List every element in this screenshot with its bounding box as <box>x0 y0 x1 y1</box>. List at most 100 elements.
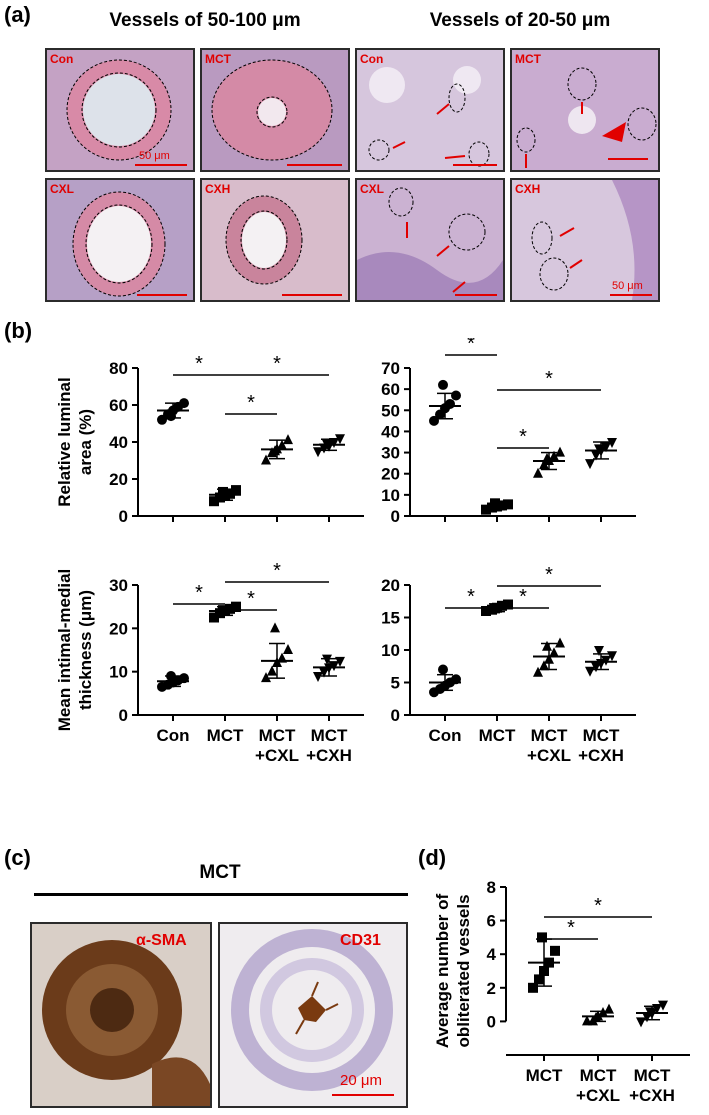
tile-3-scale-bar <box>453 164 497 166</box>
significance-star: * <box>247 392 255 414</box>
histology-tile-5: CXL <box>45 178 195 302</box>
x-tick-label: +CXH <box>306 746 352 765</box>
stain-label-asma: α-SMA <box>136 932 187 949</box>
cd31-scale-bar <box>332 1094 394 1096</box>
data-point <box>549 647 559 658</box>
x-tick-label: MCT <box>207 726 244 745</box>
data-point <box>585 459 595 470</box>
significance-star: * <box>519 586 527 608</box>
y-tick-label: 5 <box>391 674 400 693</box>
x-tick-label: Con <box>156 726 189 745</box>
data-point <box>636 1017 646 1028</box>
panel-c-letter: (c) <box>4 845 31 870</box>
y-axis-label: thickness (μm) <box>76 590 95 710</box>
data-point <box>658 1000 668 1011</box>
histology-tile-8: CXH 50 μm <box>510 178 660 302</box>
y-tick-label: 2 <box>487 979 496 998</box>
y-tick-label: 20 <box>109 470 128 489</box>
data-point <box>231 485 241 496</box>
data-point <box>313 447 323 458</box>
tile-4-art <box>512 50 658 170</box>
y-tick-label: 0 <box>391 706 400 725</box>
panel-b-letter: (b) <box>4 318 33 343</box>
significance-star: * <box>519 426 527 448</box>
significance-star: * <box>594 895 602 917</box>
tile-2-art <box>202 50 348 170</box>
significance-star: * <box>467 338 475 355</box>
tile-6-scale-bar <box>282 294 342 296</box>
data-point <box>607 651 617 662</box>
significance-star: * <box>273 353 281 375</box>
data-point <box>261 454 271 465</box>
data-point <box>533 467 543 478</box>
y-tick-label: 0 <box>391 507 400 526</box>
data-point <box>166 411 176 422</box>
histology-tile-7: CXL <box>355 178 505 302</box>
y-tick-label: 20 <box>381 576 400 595</box>
data-point <box>329 661 339 672</box>
tile-3-label: Con <box>360 52 384 66</box>
y-axis-label: area (%) <box>76 409 95 475</box>
y-tick-label: 80 <box>109 359 128 378</box>
data-point <box>218 486 228 497</box>
histology-tile-1: Con 50 μm <box>45 48 195 172</box>
panel-c-heading: MCT <box>199 862 241 883</box>
tile-6-art <box>202 180 348 300</box>
y-tick-label: 6 <box>487 912 496 931</box>
x-tick-label: MCT <box>531 726 568 745</box>
data-point <box>497 500 507 511</box>
data-point <box>591 662 601 673</box>
tile-3-art <box>357 50 503 170</box>
data-point <box>335 656 345 667</box>
data-point <box>537 932 547 943</box>
y-tick-label: 10 <box>381 486 400 505</box>
x-tick-label: MCT <box>311 726 348 745</box>
data-point <box>445 398 455 409</box>
data-point <box>503 599 513 610</box>
data-point <box>607 438 617 448</box>
panel-d-letter: (d) <box>418 845 447 870</box>
data-point <box>528 982 538 993</box>
y-axis-label: Average number of <box>433 894 452 1049</box>
tile-5-art <box>47 180 193 300</box>
data-point <box>550 945 560 956</box>
data-point <box>209 496 219 507</box>
data-point <box>542 640 552 651</box>
y-tick-label: 30 <box>381 444 400 463</box>
x-tick-label: MCT <box>583 726 620 745</box>
significance-star: * <box>247 588 255 610</box>
significance-star: * <box>195 353 203 375</box>
significance-star: * <box>195 582 203 604</box>
chart-luminal-area-50-100: 0 20 40 60 80 Relative luminal area (%) * * * <box>55 353 364 526</box>
data-point <box>503 499 513 510</box>
y-tick-label: 4 <box>487 945 497 964</box>
data-point <box>270 622 280 633</box>
data-point <box>261 672 271 683</box>
y-tick-label: 70 <box>381 359 400 378</box>
tile-6-label: CXH <box>205 182 231 196</box>
data-point <box>319 667 329 678</box>
tile-1-art <box>47 50 193 170</box>
tile-8-art <box>512 180 658 300</box>
data-point <box>231 601 241 612</box>
significance-star: * <box>467 586 475 608</box>
data-point <box>533 666 543 677</box>
y-tick-label: 0 <box>119 507 128 526</box>
cd31-scale-label: 20 μm <box>340 1072 382 1089</box>
y-tick-label: 15 <box>381 609 400 628</box>
y-tick-label: 40 <box>109 433 128 452</box>
data-point <box>438 379 448 390</box>
y-tick-label: 60 <box>109 396 128 415</box>
data-point <box>322 654 332 665</box>
x-tick-label: MCT <box>634 1066 671 1085</box>
x-tick-label: MCT <box>526 1066 563 1085</box>
y-axis-label: obliterated vessels <box>454 894 473 1047</box>
histology-tile-4: MCT <box>510 48 660 172</box>
histology-tile-3: Con <box>355 48 505 172</box>
data-point <box>481 504 491 515</box>
data-point <box>451 390 461 401</box>
y-tick-label: 0 <box>487 1012 496 1031</box>
data-point <box>283 644 293 654</box>
